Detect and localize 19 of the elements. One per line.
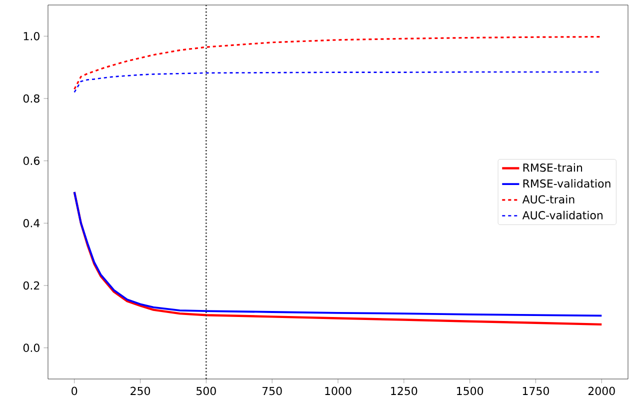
- x-tick-label: 1500: [457, 386, 484, 396]
- x-tick-label: 500: [196, 386, 216, 396]
- y-tick-label: 0.4: [23, 219, 40, 228]
- x-tick-label: 1000: [325, 386, 352, 396]
- y-tick-label: 0.8: [23, 94, 40, 103]
- legend-label: RMSE-validation: [523, 179, 610, 188]
- y-tick-label: 0.0: [23, 344, 40, 352]
- legend-label: RMSE-train: [523, 163, 582, 172]
- legend-label: AUC-validation: [522, 210, 602, 220]
- y-tick-label: 0.6: [23, 156, 40, 165]
- legend-label: AUC-train: [522, 194, 574, 204]
- y-tick-label: 1.0: [24, 32, 40, 40]
- y-tick-label: 0.2: [23, 281, 40, 290]
- x-tick-label: 1250: [391, 386, 418, 396]
- x-tick-label: 0: [72, 386, 78, 396]
- x-tick-label: 2000: [588, 386, 615, 396]
- x-tick-label: 750: [262, 386, 282, 396]
- x-tick-label: 250: [130, 386, 150, 396]
- x-tick-label: 1750: [522, 386, 549, 396]
